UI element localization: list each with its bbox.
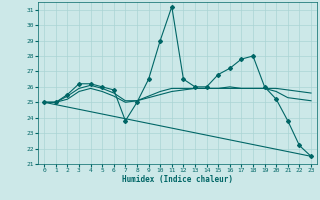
X-axis label: Humidex (Indice chaleur): Humidex (Indice chaleur) (122, 175, 233, 184)
